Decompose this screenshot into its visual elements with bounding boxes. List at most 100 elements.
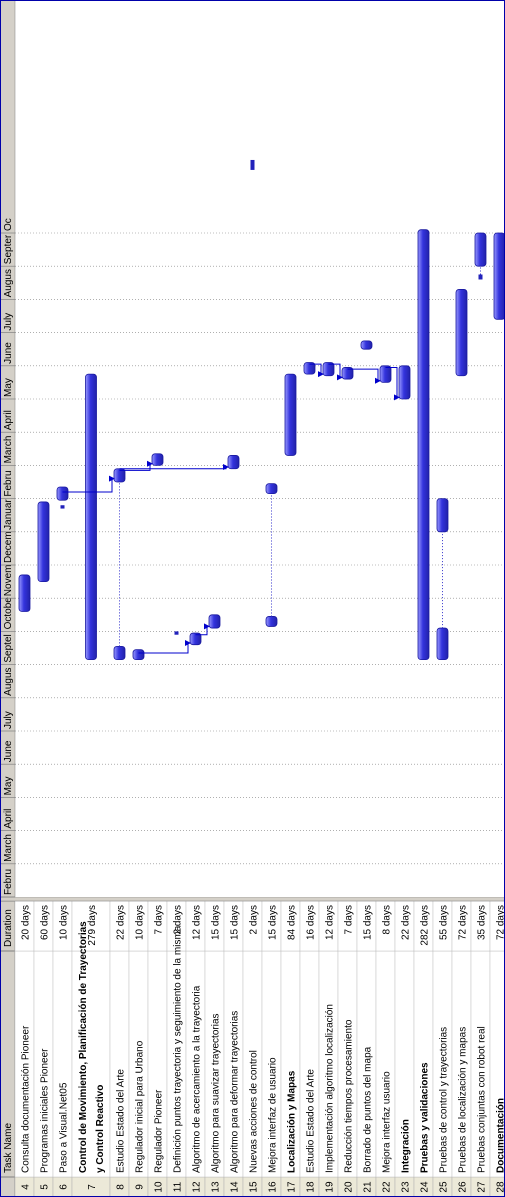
task-bar[interactable] <box>208 614 221 629</box>
table-row[interactable]: 7 Control de Movimiento, Planificación de… <box>71 900 111 1197</box>
dependency-arrowhead <box>318 371 324 378</box>
table-row[interactable]: 12 Algoritmo de acercamiento a la trayect… <box>185 900 206 1197</box>
task-bar[interactable] <box>322 362 335 377</box>
dependency-arrowhead <box>185 640 191 647</box>
task-bar[interactable] <box>341 367 354 380</box>
task-bar[interactable] <box>436 498 449 533</box>
month-label: April <box>3 809 14 829</box>
slack-marker <box>60 505 65 509</box>
splitter[interactable] <box>0 896 505 902</box>
task-bar[interactable] <box>265 616 278 627</box>
task-duration: 10 days <box>135 905 146 940</box>
table-row[interactable]: 28 Documentación 72 days <box>489 900 505 1197</box>
row-id: 6 <box>59 1184 70 1190</box>
column-header-duration: Duration <box>3 909 14 947</box>
task-bar[interactable] <box>436 627 449 661</box>
table-row[interactable]: 13 Algoritmo para suavizar trayectorias 15… <box>204 900 225 1197</box>
task-bar[interactable] <box>455 289 468 377</box>
task-name: Algoritmo para deformar trayectorias <box>230 1011 241 1173</box>
task-name: Regulador Pioneer <box>154 1089 165 1173</box>
task-bar[interactable] <box>56 486 69 501</box>
task-bar[interactable] <box>379 365 392 383</box>
table-row[interactable]: 22 Mejora interfaz usuario 8 days <box>375 900 396 1197</box>
task-bar[interactable] <box>227 455 240 470</box>
task-duration: 72 days <box>458 905 469 940</box>
task-duration: 12 days <box>192 905 203 940</box>
table-row[interactable]: 20 Reducción tiempos procesamiento 7 days <box>337 900 358 1197</box>
month-label: March <box>3 834 14 862</box>
table-row[interactable]: 5 Programas iniciales Pioneer 60 days <box>33 900 54 1197</box>
task-name: Nuevas acciones de control <box>249 1050 260 1173</box>
table-row[interactable]: 14 Algoritmo para deformar trayectorias 15… <box>223 900 244 1197</box>
task-table: Task Name Duration 4 Consulta documentación… <box>0 896 505 1197</box>
task-bar[interactable] <box>417 229 430 661</box>
task-duration: 22 days <box>116 905 127 940</box>
row-id: 4 <box>21 1184 32 1190</box>
task-name: Paso a Visual.Net05 <box>59 1082 70 1173</box>
task-duration: 72 days <box>496 905 505 940</box>
row-id: 10 <box>154 1181 165 1193</box>
task-bar[interactable] <box>284 373 297 456</box>
task-name: Consulta documentación Pioneer <box>21 1025 32 1173</box>
task-bar[interactable] <box>474 232 487 267</box>
month-label: June <box>3 342 14 364</box>
table-row[interactable]: 19 Implementación algoritmo localización 1… <box>318 900 339 1197</box>
table-row[interactable]: 23 Integración 22 days <box>394 900 415 1197</box>
table-row[interactable]: 4 Consulta documentación Pioneer 20 days <box>14 900 35 1197</box>
month-label: June <box>3 740 14 762</box>
task-name: Regulador inicial para Urbano <box>135 1040 146 1173</box>
table-row[interactable]: 21 Borrado de puntos del mapa 15 days <box>356 900 377 1197</box>
table-row[interactable]: 10 Regulador Pioneer 7 days <box>147 900 168 1197</box>
task-bar[interactable] <box>37 501 50 582</box>
table-row[interactable]: 18 Estudio Estado del Arte 16 days <box>299 900 320 1197</box>
task-bar[interactable] <box>151 453 164 466</box>
task-bar[interactable] <box>493 232 505 320</box>
row-id: 14 <box>230 1181 241 1193</box>
task-name: Definición puntos trayectoria y seguimie… <box>173 925 184 1173</box>
task-bar[interactable] <box>132 649 145 661</box>
row-id: 26 <box>458 1181 469 1193</box>
table-row[interactable]: 9 Regulador inicial para Urbano 10 days <box>128 900 149 1197</box>
task-name: Localización y Mapas <box>287 1070 298 1173</box>
table-row[interactable]: 26 Pruebas de localización y mapas 72 days <box>451 900 472 1197</box>
dependency-arrowhead <box>223 464 229 471</box>
table-row[interactable]: 16 Mejora interfaz de usuario 15 days <box>261 900 282 1197</box>
task-name: Implementación algoritmo localización <box>325 1004 336 1173</box>
table-row[interactable]: 27 Pruebas conjuntas con robot real 35 day… <box>470 900 491 1197</box>
task-name: Algoritmo de acercamiento a la trayector… <box>192 985 203 1173</box>
dependency-arrowhead <box>204 623 210 630</box>
dependency-link <box>328 363 341 378</box>
month-label: Augus <box>3 667 14 695</box>
task-bar[interactable] <box>265 483 278 495</box>
task-bar[interactable] <box>85 373 97 661</box>
task-bar[interactable] <box>18 574 31 612</box>
task-name: Pruebas y validaciones <box>420 1062 431 1173</box>
task-bar[interactable] <box>360 340 373 350</box>
table-row[interactable]: 17 Localización y Mapas 84 days <box>280 900 301 1197</box>
row-id: 24 <box>420 1181 431 1193</box>
task-duration: 20 days <box>21 905 32 940</box>
month-label: Octobe <box>3 597 14 630</box>
table-row[interactable]: 25 Pruebas de control y trayectorias 55 da… <box>432 900 453 1197</box>
row-id: 18 <box>306 1181 317 1193</box>
timeline-background <box>0 0 505 897</box>
table-row[interactable]: 15 Nuevas acciones de control 2 days <box>242 900 263 1197</box>
task-bar[interactable] <box>113 645 126 661</box>
task-name: Mejora interfaz usuario <box>382 1071 393 1173</box>
table-row[interactable]: 24 Pruebas y validaciones 282 days <box>413 900 434 1197</box>
table-row[interactable]: 11 Definición puntos trayectoria y seguim… <box>166 900 187 1197</box>
task-name: Programas iniciales Pioneer <box>40 1048 51 1173</box>
row-id: 12 <box>192 1181 203 1193</box>
table-row[interactable]: 6 Paso a Visual.Net05 10 days <box>52 900 73 1197</box>
task-name: Pruebas de control y trayectorias <box>439 1027 450 1173</box>
table-row[interactable]: 8 Estudio Estado del Arte 22 days <box>109 900 130 1197</box>
task-bar[interactable] <box>398 365 411 400</box>
row-id: 13 <box>211 1181 222 1193</box>
task-duration: 16 days <box>306 905 317 940</box>
month-label: Febru <box>3 869 14 895</box>
task-bar[interactable] <box>189 632 202 646</box>
task-bar[interactable] <box>303 362 316 375</box>
slack-marker <box>174 631 179 635</box>
